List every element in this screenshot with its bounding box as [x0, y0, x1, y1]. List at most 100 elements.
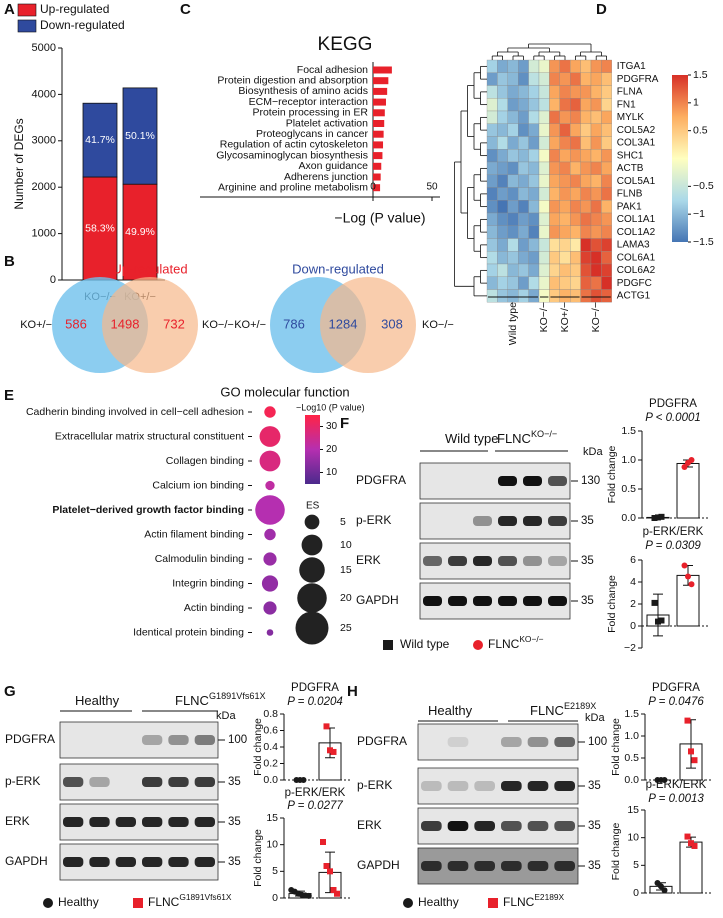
group-label: KO−/− [538, 302, 550, 332]
heatmap-cell [518, 85, 529, 99]
blot-band [527, 781, 549, 791]
blot-strip [417, 807, 579, 845]
legend-label-main: Healthy [418, 895, 459, 909]
heatmap-cell [507, 136, 519, 150]
heatmap-cell [486, 187, 498, 201]
heatmap-cell [580, 110, 592, 124]
heatmap-cell [570, 212, 581, 226]
heatmap-cell [528, 251, 540, 265]
heatmap-cell [549, 110, 560, 124]
heatmap-cell [497, 263, 508, 277]
heatmap-cell [601, 59, 612, 73]
heatmap-cell [590, 238, 602, 252]
row-label: COL3A1 [617, 138, 656, 149]
y-axis-title: Fold change [610, 718, 622, 776]
heatmap-cell [580, 136, 592, 150]
blot-band [554, 781, 575, 791]
heatmap-cell [590, 251, 602, 265]
heatmap-cell [601, 123, 612, 137]
heatmap-cell [601, 200, 612, 214]
blot-strip [59, 843, 219, 881]
y-tick-label: 0.5 [624, 752, 639, 764]
blot-band [527, 861, 549, 871]
blot-row-label: GAPDH [357, 858, 400, 872]
blot-band [115, 857, 136, 867]
kda-marker: 130 [581, 475, 600, 487]
y-tick-label: 5000 [32, 42, 56, 54]
heatmap-cell [528, 149, 540, 163]
heatmap-cell [538, 276, 550, 290]
y-tick-label: 0.6 [263, 724, 278, 736]
chart-title: KEGG [318, 34, 373, 55]
heatmap-cell [528, 161, 540, 175]
heatmap-cell [486, 136, 498, 150]
heatmap-cell [559, 174, 571, 188]
size-legend-dot [301, 534, 323, 556]
heatmap-cell [507, 225, 519, 239]
data-point [681, 463, 688, 470]
blot-band [473, 516, 492, 526]
heatmap-cell [497, 110, 508, 124]
heatmap-cell [486, 123, 498, 137]
row-label: COL1A2 [617, 227, 656, 238]
venn-right [102, 277, 198, 373]
heatmap-cell [497, 187, 508, 201]
size-legend-label: 25 [340, 622, 352, 634]
category-label: Calmodulin binding [155, 553, 244, 565]
heatmap-cell [580, 187, 592, 201]
heatmap-cell [497, 276, 508, 290]
panel-letter: H [347, 683, 358, 700]
heatmap-cell [507, 276, 519, 290]
data-point [661, 887, 668, 894]
heatmap-cell [549, 276, 560, 290]
venn-count: 308 [381, 316, 403, 331]
bubble [263, 552, 277, 566]
x-axis-title: −Log (P value) [334, 210, 425, 226]
heatmap-cell [538, 136, 550, 150]
blot-strip [419, 462, 571, 500]
bubble [261, 575, 279, 592]
blot-band [473, 556, 492, 566]
heatmap-cell [538, 212, 550, 226]
heatmap-cell [486, 110, 498, 124]
panel-letter: F [340, 415, 349, 432]
heatmap-cell [559, 200, 571, 214]
heatmap-cell [486, 289, 498, 303]
bar [373, 152, 383, 160]
legend-label: FLNCKO−/− [488, 634, 544, 651]
legend-label-main: Healthy [58, 895, 99, 909]
y-tick-label: −2 [624, 642, 636, 654]
heatmap-cell [559, 212, 571, 226]
heatmap-cell [486, 238, 498, 252]
heatmap-cell [497, 123, 508, 137]
heatmap-cell [528, 276, 540, 290]
heatmap-cell [601, 174, 612, 188]
legend-marker [403, 898, 413, 908]
category-label: Protein processing in ER [252, 107, 368, 119]
kda-marker: 35 [228, 776, 241, 788]
legend-label: FLNCE2189X [503, 892, 565, 909]
blot-strip [419, 542, 571, 580]
bubble [264, 406, 276, 418]
heatmap-cell [486, 225, 498, 239]
blot-band [554, 861, 575, 871]
heatmap-cell [538, 110, 550, 124]
heatmap-cell [580, 225, 592, 239]
data-point [658, 513, 665, 520]
y-tick-label: 0.0 [621, 512, 636, 524]
y-tick-label: 5 [633, 859, 639, 871]
blot-band [523, 556, 542, 566]
row-label: ACTB [617, 163, 644, 174]
heatmap-cell [528, 123, 540, 137]
y-tick-label: 10 [627, 831, 639, 843]
heatmap-cell [590, 289, 602, 303]
kda-marker: 35 [581, 595, 594, 607]
blot-band [89, 857, 110, 867]
bubble [263, 601, 277, 615]
heatmap-cell [507, 149, 519, 163]
heatmap-cell [549, 187, 560, 201]
blot-band [63, 857, 84, 867]
heatmap-cell [580, 85, 592, 99]
colorbar-tick-label: −1.5 [693, 236, 714, 248]
heatmap-cell [497, 136, 508, 150]
